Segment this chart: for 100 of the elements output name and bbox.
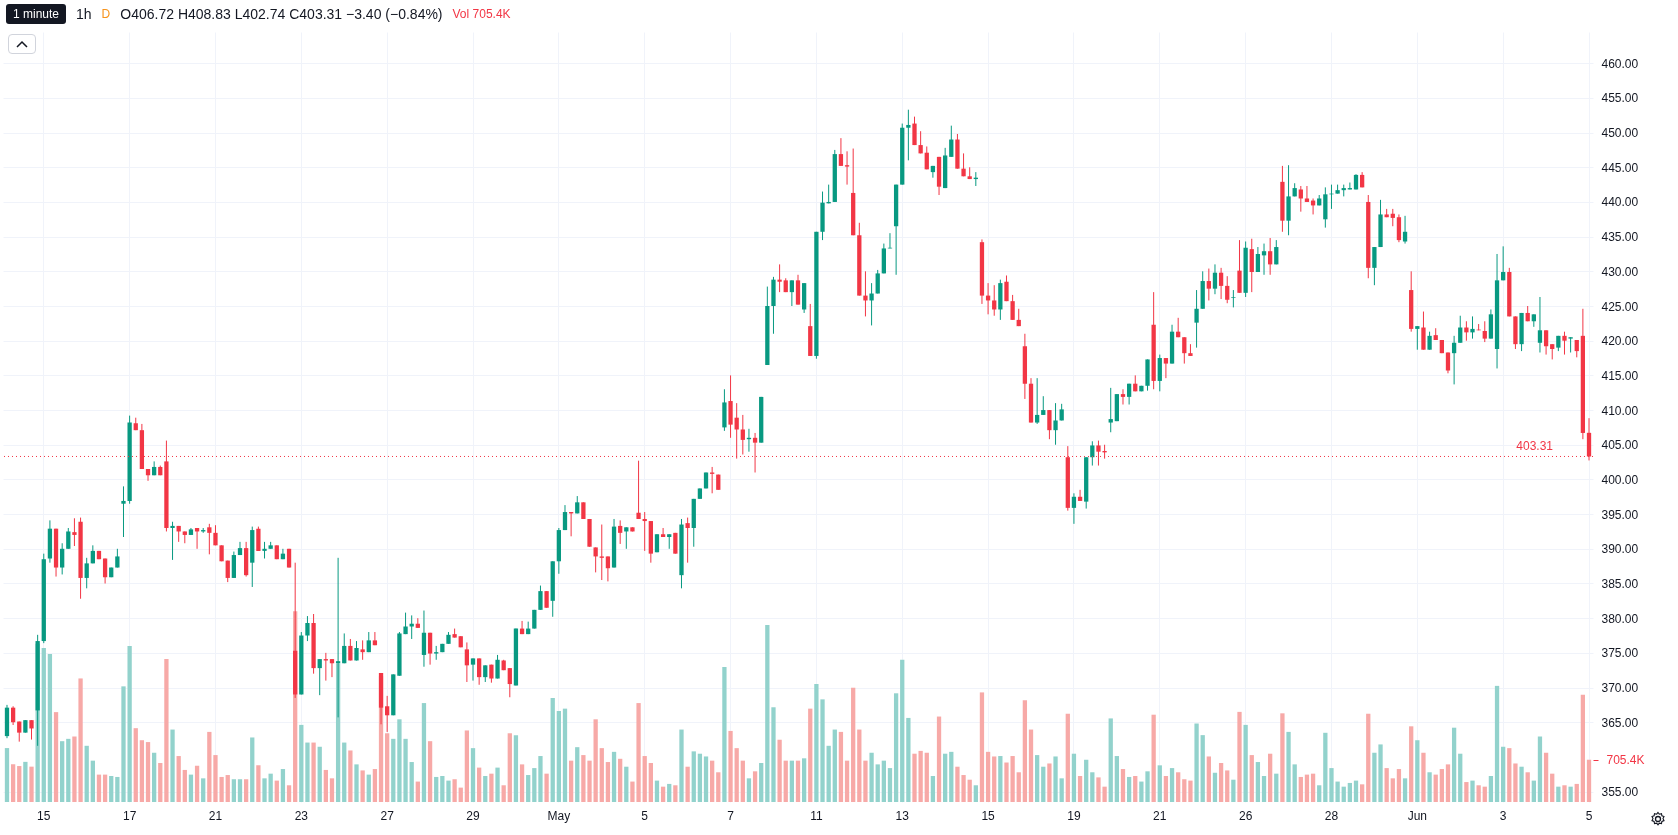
bar: [685, 766, 690, 802]
bar: [673, 785, 678, 802]
candlestick: [1206, 268, 1211, 301]
bar: [421, 703, 427, 802]
bar: [66, 738, 71, 802]
chart-subtitle: O406.72 H408.83 L402.74 C403.31 −3.40 (−0.84%): [120, 6, 443, 22]
bar: [605, 762, 611, 802]
bar: [1047, 763, 1052, 802]
x-tick-label: 23: [294, 808, 309, 823]
bar: [1347, 782, 1353, 802]
bar: [1531, 780, 1536, 802]
x-tick-label: May: [547, 808, 571, 823]
bar: [881, 760, 886, 802]
bar: [973, 785, 978, 802]
candlestick: [618, 519, 623, 545]
bar: [250, 737, 255, 802]
bar: [1562, 785, 1567, 802]
candlestick: [1543, 329, 1549, 356]
chart-title: 1h: [76, 6, 92, 22]
bar: [1268, 753, 1273, 802]
bar: [1445, 764, 1451, 802]
bar: [575, 747, 580, 802]
candlestick: [1194, 289, 1199, 349]
bar: [243, 779, 249, 802]
candlestick: [685, 517, 690, 564]
bar: [1384, 768, 1389, 802]
bar: [231, 779, 237, 802]
bar: [618, 758, 623, 802]
bar: [1568, 786, 1573, 802]
bar: [1341, 786, 1346, 802]
text: 1 minute: [6, 4, 67, 24]
bar: [427, 741, 433, 802]
candlestick: [605, 555, 611, 582]
bar: [329, 778, 335, 802]
bar: [268, 773, 273, 802]
candlestick: [170, 521, 175, 561]
bar: [1427, 772, 1432, 802]
candlestick: [1274, 239, 1279, 265]
candlestick: [593, 546, 598, 573]
bar: [1470, 780, 1475, 802]
bar: [789, 760, 795, 802]
bar: [722, 666, 727, 802]
y-tick-label: 430.00: [1601, 264, 1639, 279]
bar: [1513, 763, 1518, 802]
bar: [893, 693, 899, 802]
candlestick: [863, 270, 868, 317]
bar: [544, 773, 549, 802]
bar: [256, 765, 261, 802]
bar: [875, 764, 880, 802]
y2-tick-label: 705.4K: [1606, 753, 1645, 768]
ref-line-label: 403.31: [1516, 439, 1554, 454]
bar: [562, 708, 568, 802]
bar: [102, 774, 108, 802]
bar: [464, 730, 470, 802]
bar: [519, 764, 525, 802]
bar: [452, 779, 457, 802]
bar: [611, 751, 617, 802]
candlestick: [421, 610, 427, 668]
candlestick: [1212, 263, 1218, 295]
bar: [1519, 766, 1524, 802]
candlestick: [562, 504, 568, 531]
bar: [679, 729, 684, 802]
candlestick: [1035, 377, 1040, 425]
bar: [158, 762, 163, 802]
x-tick-label: 3: [1499, 808, 1507, 823]
candlestick: [1372, 246, 1377, 286]
candlestick: [875, 269, 880, 295]
candlestick: [1445, 351, 1451, 374]
y-tick-label: 460.00: [1601, 56, 1639, 71]
bar: [1409, 726, 1414, 802]
x-tick-label: 21: [208, 808, 223, 823]
x-tick-label: 13: [895, 808, 910, 823]
bar: [29, 766, 34, 802]
bar: [1402, 778, 1408, 802]
bar: [139, 740, 145, 802]
candlestick: [844, 150, 850, 186]
x-tick-label: 21: [1153, 808, 1167, 823]
y-tick-label: 405.00: [1601, 438, 1639, 453]
candlestick: [1090, 440, 1095, 467]
bar: [887, 768, 893, 802]
bar: [1280, 713, 1285, 802]
bar: [501, 785, 506, 802]
bar: [342, 742, 347, 802]
bar: [1151, 714, 1156, 802]
bar: [440, 775, 445, 802]
x-tick-label: 5: [641, 808, 649, 823]
candlestick: [992, 284, 997, 317]
candlestick: [1071, 492, 1077, 525]
bar: [1225, 770, 1230, 802]
x-tick-label: 15: [37, 808, 51, 823]
bar: [795, 760, 801, 802]
bar: [556, 710, 561, 802]
candlestick: [29, 719, 34, 741]
bar: [930, 775, 936, 802]
bar: [1458, 753, 1463, 802]
bar: [660, 786, 666, 802]
bar: [311, 742, 316, 802]
bar: [354, 764, 359, 802]
y-tick-label: 395.00: [1601, 507, 1639, 522]
bar: [109, 775, 114, 802]
